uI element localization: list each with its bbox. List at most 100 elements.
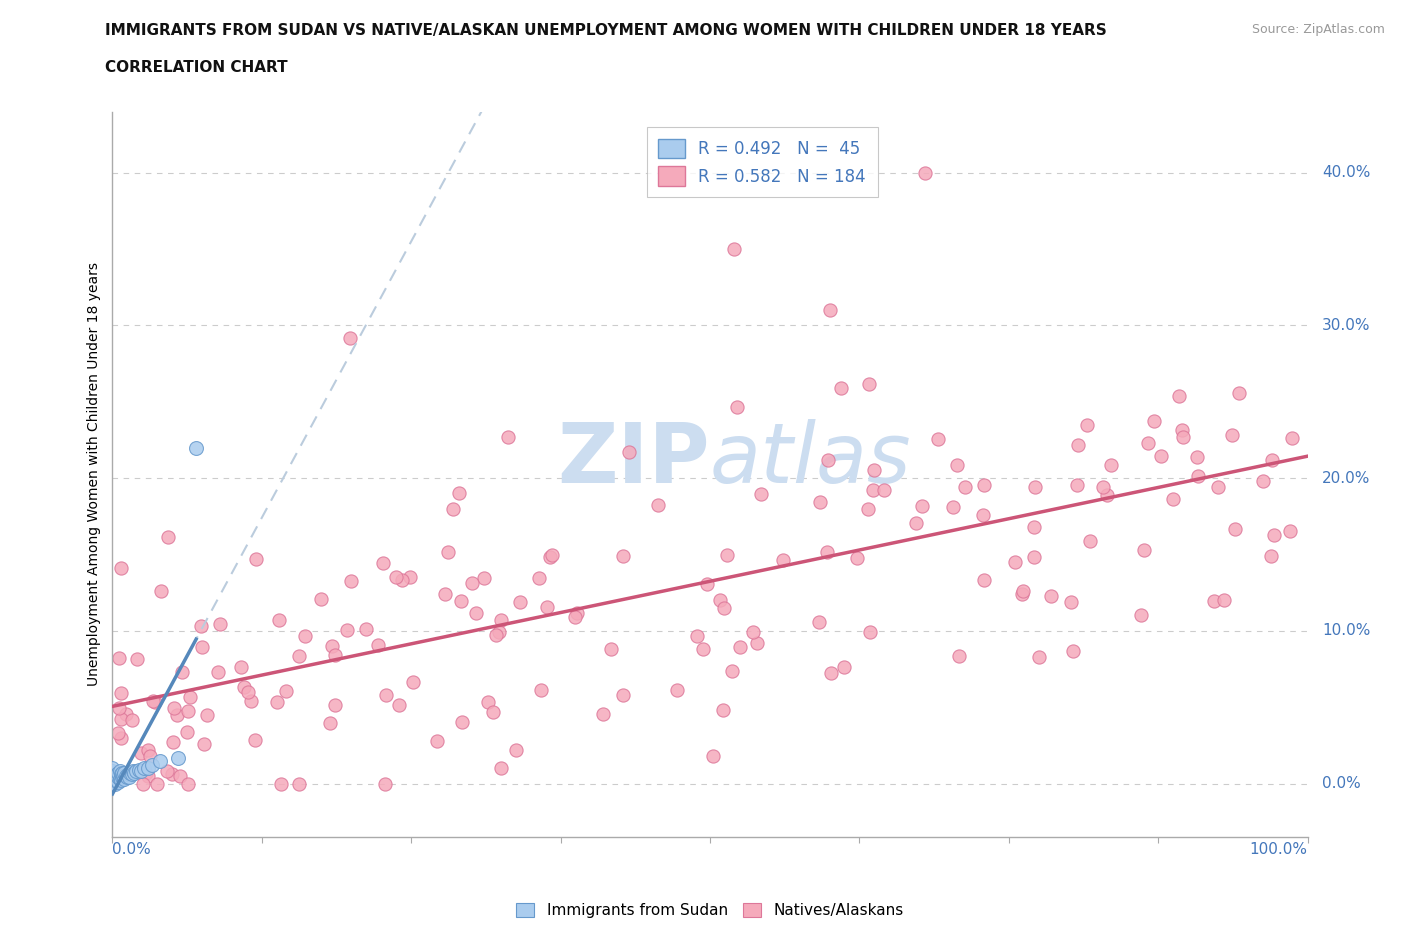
Point <box>101 777 124 791</box>
Point <box>1130 607 1153 622</box>
Point <box>132 777 155 791</box>
Point <box>107 770 129 785</box>
Point <box>111 765 134 780</box>
Point <box>167 751 190 765</box>
Point <box>1076 418 1098 432</box>
Point <box>1251 473 1274 488</box>
Point <box>1136 435 1159 450</box>
Point <box>1204 593 1226 608</box>
Point <box>728 640 751 655</box>
Point <box>402 674 425 689</box>
Point <box>288 777 311 791</box>
Point <box>177 777 200 791</box>
Point <box>509 594 531 609</box>
Point <box>863 462 886 477</box>
Point <box>1078 534 1101 549</box>
Point <box>121 713 143 728</box>
Point <box>972 507 994 522</box>
Point <box>142 693 165 708</box>
Point <box>129 764 152 778</box>
Point <box>274 684 297 699</box>
Point <box>195 707 218 722</box>
Point <box>858 377 880 392</box>
Point <box>489 761 512 776</box>
Text: 10.0%: 10.0% <box>1322 623 1371 638</box>
Point <box>942 500 965 515</box>
Point <box>269 613 291 628</box>
Point <box>118 770 141 785</box>
Point <box>1227 386 1250 401</box>
Point <box>294 629 316 644</box>
Point <box>101 761 124 776</box>
Point <box>270 777 292 791</box>
Point <box>112 768 135 783</box>
Point <box>713 601 735 616</box>
Point <box>1097 488 1119 503</box>
Point <box>107 775 129 790</box>
Point <box>1168 389 1191 404</box>
Point <box>136 742 159 757</box>
Point <box>723 242 745 257</box>
Point <box>101 773 124 788</box>
Point <box>110 711 132 726</box>
Point <box>725 400 748 415</box>
Point <box>354 622 377 637</box>
Point <box>388 698 411 712</box>
Point <box>125 651 148 666</box>
Point <box>186 440 208 455</box>
Point <box>325 698 347 712</box>
Point <box>1171 423 1194 438</box>
Point <box>946 458 969 472</box>
Point <box>914 166 936 180</box>
Point <box>1260 549 1282 564</box>
Point <box>176 725 198 740</box>
Text: 30.0%: 30.0% <box>1322 318 1371 333</box>
Point <box>1091 480 1114 495</box>
Point <box>1173 430 1195 445</box>
Point <box>1260 453 1282 468</box>
Text: Source: ZipAtlas.com: Source: ZipAtlas.com <box>1251 23 1385 36</box>
Point <box>592 707 614 722</box>
Point <box>711 703 734 718</box>
Point <box>472 571 495 586</box>
Point <box>815 545 838 560</box>
Text: 40.0%: 40.0% <box>1322 166 1371 180</box>
Point <box>190 619 212 634</box>
Point <box>927 432 949 446</box>
Point <box>1187 468 1209 483</box>
Point <box>266 695 288 710</box>
Point <box>115 706 138 721</box>
Point <box>104 777 127 791</box>
Point <box>1024 480 1046 495</box>
Point <box>1099 458 1122 472</box>
Point <box>101 768 124 783</box>
Point <box>1263 527 1285 542</box>
Text: 20.0%: 20.0% <box>1322 471 1371 485</box>
Point <box>1143 414 1166 429</box>
Point <box>749 487 772 502</box>
Point <box>108 651 131 666</box>
Point <box>485 628 508 643</box>
Point <box>155 764 177 778</box>
Point <box>120 765 142 780</box>
Point <box>1133 543 1156 558</box>
Point <box>830 381 852 396</box>
Point <box>1220 428 1243 443</box>
Point <box>321 638 343 653</box>
Point <box>1281 431 1303 445</box>
Point <box>1024 550 1046 565</box>
Point <box>465 605 488 620</box>
Point <box>288 648 311 663</box>
Point <box>1185 449 1208 464</box>
Point <box>108 764 131 778</box>
Point <box>856 502 879 517</box>
Point <box>846 550 869 565</box>
Point <box>110 685 132 700</box>
Point <box>1212 592 1234 607</box>
Point <box>1279 524 1302 538</box>
Point <box>162 735 184 750</box>
Point <box>1066 477 1088 492</box>
Point <box>170 665 193 680</box>
Point <box>441 501 464 516</box>
Point <box>437 544 460 559</box>
